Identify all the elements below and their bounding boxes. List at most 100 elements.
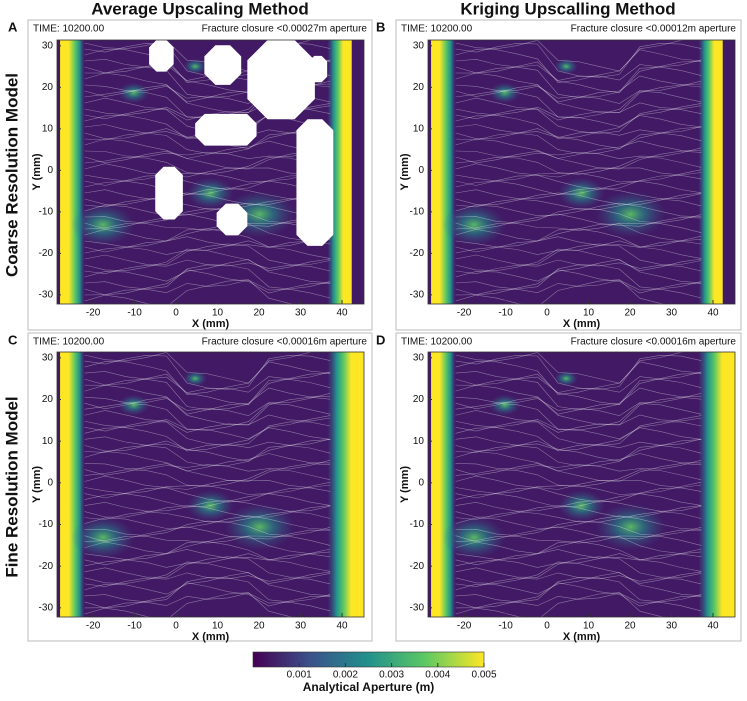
streamline xyxy=(455,541,702,560)
row-title: Fine Resolution Model xyxy=(2,396,21,577)
plot-area xyxy=(428,352,735,617)
streamline xyxy=(455,150,702,170)
x-axis-label: X (mm) xyxy=(192,631,230,643)
aperture-blob xyxy=(488,82,521,104)
streamline xyxy=(455,393,702,417)
x-tick-label: -10 xyxy=(498,308,513,319)
streamline xyxy=(84,169,331,183)
aperture-band xyxy=(698,40,723,304)
x-tick-label: -10 xyxy=(127,621,142,632)
streamline xyxy=(84,269,331,296)
streamline xyxy=(84,582,331,609)
x-tick-label: 20 xyxy=(624,621,636,632)
y-tick-label: 30 xyxy=(42,40,54,51)
y-tick-label: 10 xyxy=(42,436,54,447)
y-tick-label: -10 xyxy=(410,206,425,217)
streamline xyxy=(84,572,331,587)
y-tick-label: 30 xyxy=(413,40,425,51)
streamline xyxy=(455,475,702,490)
closed-region xyxy=(149,40,174,72)
heatmap-background xyxy=(428,40,735,304)
streamline xyxy=(84,436,331,451)
plot-border xyxy=(427,39,736,305)
aperture-band xyxy=(60,40,85,304)
heatmap-field xyxy=(428,40,735,304)
streamline xyxy=(84,180,331,195)
x-axis-label: X (mm) xyxy=(563,318,601,330)
x-tick-label: 20 xyxy=(253,308,265,319)
streamline xyxy=(84,526,331,543)
x-tick-label: 40 xyxy=(707,308,719,319)
streamline xyxy=(84,520,331,536)
streamline xyxy=(84,354,331,390)
heatmap-background xyxy=(428,352,735,617)
streamline xyxy=(455,592,702,612)
streamline xyxy=(84,572,331,597)
aperture-blob xyxy=(554,58,579,75)
aperture-blob xyxy=(594,190,667,239)
plot-border xyxy=(427,351,736,618)
streamline xyxy=(455,126,702,149)
x-tick-label: 20 xyxy=(624,308,636,319)
streamline xyxy=(84,541,331,560)
x-tick-label: -20 xyxy=(457,308,472,319)
streamline xyxy=(84,259,331,275)
aperture-band xyxy=(431,352,456,617)
streamline xyxy=(455,72,702,103)
streamline xyxy=(455,572,702,587)
x-tick-label: -20 xyxy=(86,621,101,632)
streamline xyxy=(455,66,702,98)
streamline xyxy=(84,150,331,170)
streamline xyxy=(455,373,702,406)
streamline xyxy=(455,396,702,426)
streamline xyxy=(84,243,331,265)
streamline xyxy=(455,505,702,518)
y-tick-label: 10 xyxy=(413,436,425,447)
aperture-blob xyxy=(186,489,235,522)
streamline xyxy=(455,371,702,394)
streamline xyxy=(455,549,702,566)
closed-region xyxy=(308,55,328,83)
streamline xyxy=(84,445,331,467)
y-axis-label: Y (mm) xyxy=(399,153,411,190)
streamline xyxy=(84,515,331,530)
closed-region xyxy=(247,40,315,120)
streamline xyxy=(455,436,702,451)
streamline xyxy=(455,352,685,384)
streamline xyxy=(84,378,331,411)
streamline xyxy=(455,553,702,572)
streamline xyxy=(84,240,331,259)
streamline xyxy=(455,526,702,543)
y-tick-label: -20 xyxy=(39,248,54,259)
streamline xyxy=(84,556,331,578)
y-tick-label: 20 xyxy=(413,82,425,93)
panel-label: D xyxy=(376,332,385,347)
x-tick-label: 40 xyxy=(336,308,348,319)
aperture-blob xyxy=(442,203,506,246)
plot-border xyxy=(56,351,365,618)
streamline xyxy=(455,264,702,290)
streamline xyxy=(84,592,295,617)
aperture-band xyxy=(698,352,735,617)
y-tick-label: 10 xyxy=(42,123,54,134)
streamline xyxy=(84,487,331,503)
streamline xyxy=(455,132,702,154)
streamline xyxy=(84,493,331,508)
x-tick-label: 10 xyxy=(583,308,595,319)
colorbar xyxy=(252,651,485,668)
colorbar-tick-label: 0.004 xyxy=(425,670,450,681)
streamline xyxy=(455,592,666,617)
streamline xyxy=(455,243,702,265)
streamline xyxy=(455,582,702,609)
x-tick-label: 40 xyxy=(336,621,348,632)
y-tick-label: -20 xyxy=(39,561,54,572)
streamline xyxy=(455,248,702,272)
aperture-blob xyxy=(71,516,135,559)
x-tick-label: 10 xyxy=(212,621,224,632)
x-tick-label: 30 xyxy=(666,308,678,319)
streamline xyxy=(84,248,331,272)
y-tick-label: -30 xyxy=(39,602,54,613)
streamline xyxy=(455,511,702,523)
streamline xyxy=(455,97,702,121)
streamline xyxy=(455,124,702,138)
